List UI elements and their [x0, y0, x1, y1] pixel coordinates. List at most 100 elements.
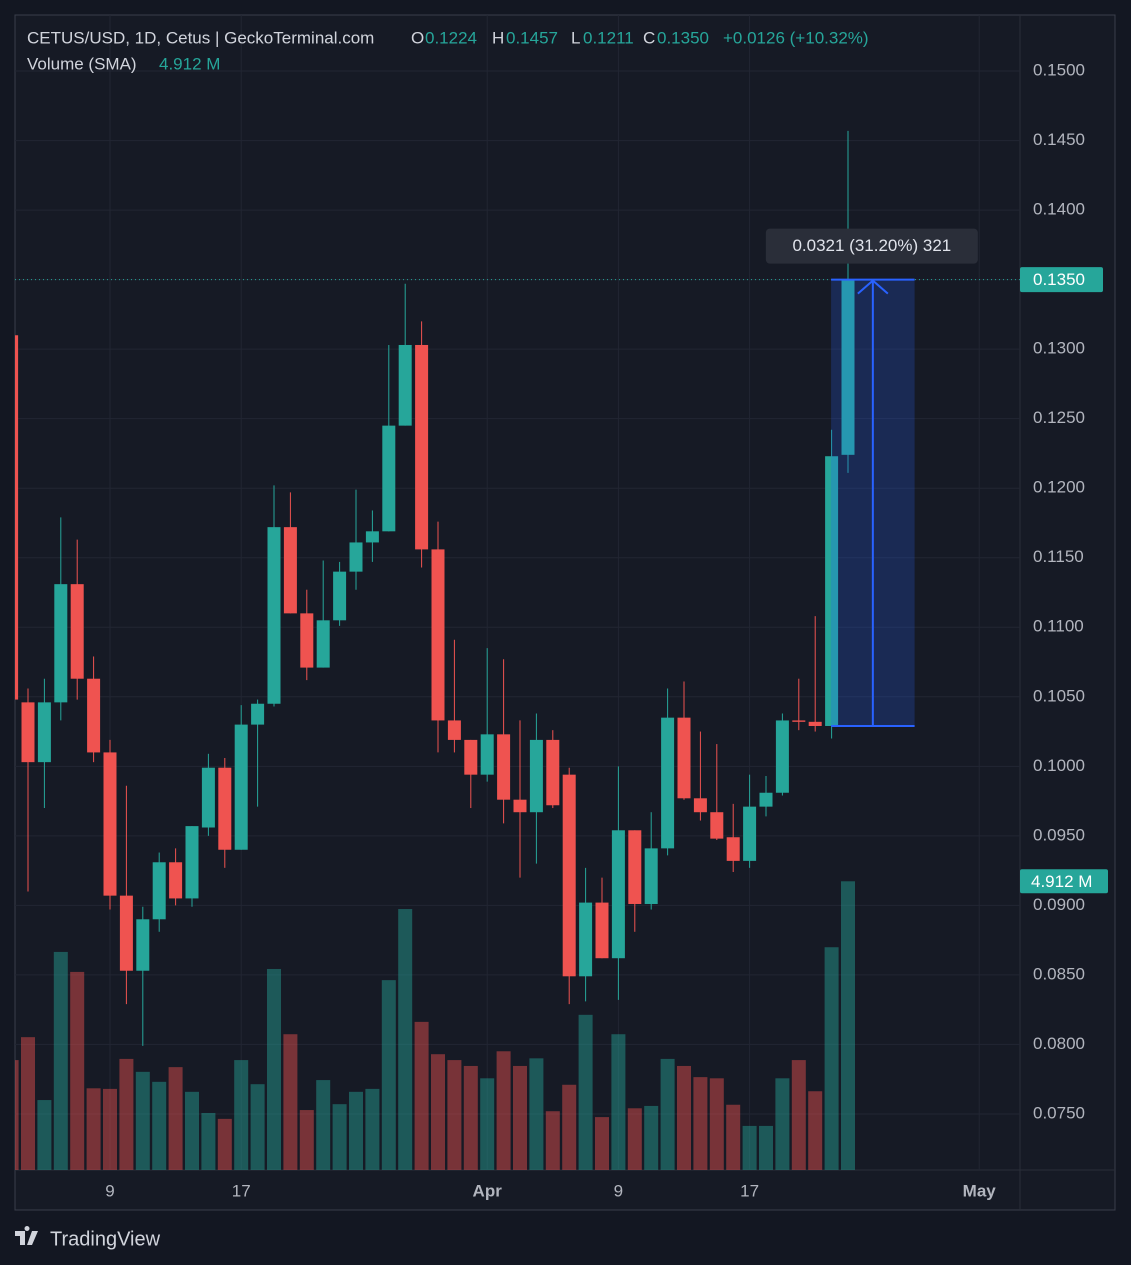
volume-bar — [15, 1060, 19, 1170]
volume-bar — [21, 1037, 35, 1170]
candle-body — [251, 703, 265, 725]
volume-bar — [414, 1021, 429, 1170]
y-tick-label: 0.1050 — [1033, 686, 1085, 705]
ohlc-label: C — [643, 28, 655, 47]
ohlc-label: O — [411, 28, 424, 47]
candle-body — [218, 767, 232, 850]
volume-bar — [775, 1078, 790, 1170]
measure-arrowhead — [857, 279, 889, 295]
candle-body — [447, 720, 461, 740]
candle-body — [825, 456, 839, 726]
volume-bar — [316, 1080, 331, 1170]
volume-bar — [332, 1104, 347, 1170]
candle-body — [365, 531, 379, 543]
price-tag — [1020, 267, 1103, 293]
candle-body — [710, 812, 724, 839]
volume-bar — [103, 1088, 117, 1170]
y-tick-label: 0.0900 — [1033, 895, 1085, 914]
candle-body — [382, 425, 396, 532]
symbol: CETUS/USD, 1D, Cetus | GeckoTerminal.com — [27, 28, 374, 47]
volume-bar — [726, 1104, 741, 1170]
candle-body — [480, 734, 494, 775]
ohlc-value: 0.1350 — [657, 28, 709, 47]
volume-bar — [759, 1125, 773, 1170]
x-tick-label: 9 — [614, 1181, 623, 1200]
volume-bar — [808, 1091, 823, 1170]
candle-body — [726, 837, 740, 861]
volume-bar — [349, 1091, 363, 1170]
candle-body — [628, 830, 642, 904]
volume-bar — [431, 1054, 445, 1170]
candle-body — [136, 919, 150, 971]
price-tag-label: 0.1350 — [1033, 270, 1085, 289]
candle-body — [21, 702, 35, 763]
volume-bar — [299, 1110, 314, 1170]
volume-bar — [677, 1065, 691, 1170]
volume-bar — [595, 1117, 609, 1170]
candle-body — [185, 826, 199, 899]
chart-frame — [14, 14, 1116, 1211]
volume-bar — [135, 1071, 150, 1170]
candle-body — [398, 344, 412, 426]
candle-body — [661, 717, 675, 849]
ohlc-label: H — [492, 28, 504, 47]
y-tick-label: 0.1100 — [1033, 617, 1084, 636]
volume-bar — [70, 971, 85, 1170]
candle-body — [267, 527, 281, 704]
candle-body — [169, 862, 183, 899]
volume-value: 4.912 M — [159, 54, 220, 73]
volume-bar — [562, 1084, 577, 1170]
x-tick-label: Apr — [473, 1181, 503, 1200]
candle-body — [562, 774, 576, 977]
volume-bar — [578, 1014, 593, 1170]
candle-body — [415, 344, 429, 550]
y-tick-label: 0.0950 — [1033, 825, 1085, 844]
volume-bar — [611, 1034, 626, 1170]
y-tick-label: 0.1450 — [1033, 130, 1085, 149]
y-tick-label: 0.0800 — [1033, 1034, 1085, 1053]
candle-body — [54, 584, 68, 703]
candle-body — [513, 799, 527, 813]
x-tick-label: May — [963, 1181, 997, 1200]
volume-bar — [283, 1034, 298, 1170]
candle-body — [611, 830, 625, 959]
candle-body — [693, 798, 707, 813]
y-tick-label: 0.1500 — [1033, 61, 1085, 80]
volume-bar — [791, 1060, 806, 1170]
candle-body — [316, 620, 330, 668]
brand: TradingView — [50, 1228, 161, 1250]
ohlc-value: 0.1211 — [583, 28, 634, 47]
measure-label-box — [765, 228, 978, 264]
volume-bar — [168, 1067, 183, 1170]
candle-body — [677, 717, 691, 799]
candle-body — [792, 720, 806, 722]
x-tick-label: 17 — [740, 1181, 759, 1200]
y-tick-label: 0.0750 — [1033, 1103, 1085, 1122]
candle-body — [300, 613, 314, 668]
y-tick-label: 0.1200 — [1033, 478, 1085, 497]
volume-bar — [53, 951, 68, 1170]
candle-body — [644, 848, 658, 904]
candle-body — [595, 902, 609, 959]
volume-tag — [1020, 869, 1108, 894]
volume-bar — [185, 1091, 199, 1170]
volume-bar — [217, 1118, 232, 1170]
volume-bar — [824, 947, 839, 1170]
candle-body — [743, 806, 757, 861]
volume-bar — [480, 1078, 495, 1170]
x-tick-label: 17 — [232, 1181, 251, 1200]
candle-body — [431, 549, 445, 721]
volume-bar — [529, 1058, 544, 1170]
volume-bar — [250, 1084, 265, 1170]
candle-body — [349, 542, 363, 572]
volume-bar — [709, 1078, 724, 1170]
y-tick-label: 0.0850 — [1033, 964, 1085, 983]
volume-tag-label: 4.912 M — [1031, 872, 1092, 891]
y-tick-label: 0.1300 — [1033, 339, 1085, 358]
volume-bar — [37, 1100, 52, 1170]
volume-bar — [545, 1111, 560, 1170]
volume-bar — [398, 909, 413, 1170]
change: +0.0126 (+10.32%) — [723, 28, 869, 47]
candle-body — [152, 862, 166, 920]
